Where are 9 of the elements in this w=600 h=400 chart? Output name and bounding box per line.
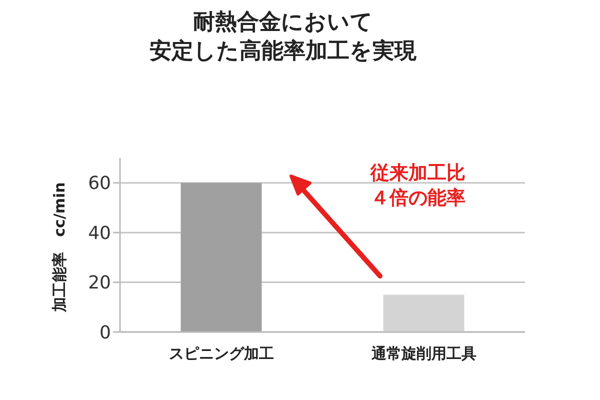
annotation: 従来加工比４倍の能率 [369, 161, 466, 211]
y-tick-label: 40 [88, 222, 111, 244]
y-axis-title: 加工能率 cc/min [50, 182, 70, 312]
y-tick-label: 0 [100, 322, 111, 344]
chart-title: 耐熱合金において安定した高能率加工を実現 [148, 9, 418, 66]
y-tick-label: 60 [88, 173, 111, 194]
x-tick-label: 通常旋削用工具 [370, 344, 476, 363]
x-tick-label: スピニング加工 [168, 344, 274, 363]
y-tick-label: 20 [88, 272, 111, 294]
